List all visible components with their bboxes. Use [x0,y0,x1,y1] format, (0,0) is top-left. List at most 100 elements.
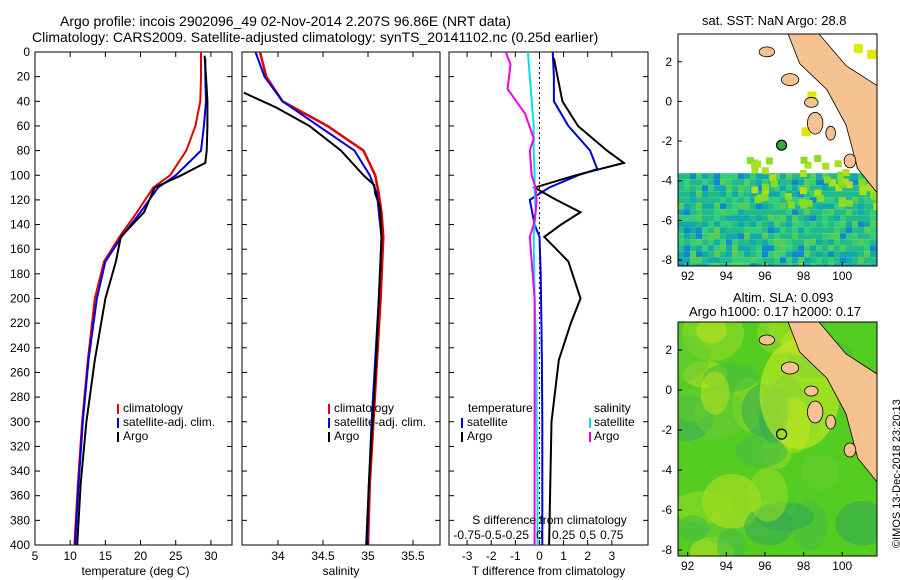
legend-label: Argo [594,429,620,443]
sst-cell [780,197,786,204]
sst-cell [750,221,756,228]
sst-cell [702,209,708,216]
sst-cell [678,221,684,228]
sst-cell [744,233,750,240]
sst-cell [708,209,714,216]
sst-cell [774,221,780,228]
sst-cell [678,245,684,252]
sst-cell [822,162,830,170]
map-x-tick-label: 96 [758,559,772,573]
sst-cell [780,203,786,210]
sst-cell [708,239,714,246]
sst-cell [816,215,822,222]
sst-cell [810,239,816,246]
sst-cell [780,251,786,258]
sst-cell [708,203,714,210]
sst-cell [810,197,816,204]
sst-cell [750,203,756,210]
depth-tick-label: 200 [10,292,30,306]
sst-cell [720,227,726,234]
sst-cell [690,251,696,258]
sst-cell [696,221,702,228]
sst-cell [792,191,798,198]
sst-cell [732,173,738,180]
sst-cell [780,209,786,216]
sst-cell [873,202,877,210]
sst-cell [720,185,726,192]
sst-cell [738,245,744,252]
diff-series-line-2 [532,58,627,546]
sst-cell [846,227,852,234]
sst-cell [792,233,798,240]
sst-cell [864,203,870,210]
sst-cell [864,245,870,252]
map-y-tick-label: -4 [661,463,672,477]
sst-cell [756,179,762,186]
sst-cell [792,185,798,192]
sst-cell [738,263,744,266]
sla-map-subtitle: Argo h1000: 0.17 h2000: 0.17 [689,304,862,319]
sst-cell [798,233,804,240]
sst-cell [834,221,840,228]
sla-map-title: Altim. SLA: 0.093 [733,290,834,305]
sst-cell [756,221,762,228]
map-x-tick-label: 92 [681,269,695,283]
sst-cell [858,215,864,222]
sst-cell [870,251,876,258]
sst-cell [799,187,807,195]
sst-cell [702,257,708,264]
sst-cell [816,245,822,252]
sst-cell [810,185,816,192]
sst-cell [798,257,804,264]
sst-cell [678,185,684,192]
sst-cell [684,233,690,240]
sst-cell [798,227,804,234]
sst-cell [690,227,696,234]
sst-cell [768,263,774,266]
sst-cell [828,179,836,187]
sla-map: 92 94 96 98 100 2 0 -2 -4 -6 -8 [661,321,878,573]
sst-cell [786,245,792,252]
sst-cell [684,173,690,180]
sst-cell [720,215,726,222]
sst-cell [834,215,840,222]
map-y-tick-label: 2 [665,343,672,357]
island [804,97,819,108]
sla-blob [700,371,730,415]
sst-cell [804,215,810,222]
sumatra-land [787,34,877,194]
sst-cell [714,203,720,210]
sst-cell [804,251,810,258]
sst-cell [858,178,866,186]
sst-cell [696,227,702,234]
sst-cell [738,197,744,204]
sst-cell [708,179,714,186]
legend-label: climatology [334,401,394,415]
sst-cell [744,215,750,222]
map-y-tick-label: -4 [661,174,672,188]
legend-label: satellite [594,415,635,429]
sst-cell [864,251,870,258]
island [843,442,857,458]
sst-cell [786,263,792,266]
sst-cell [756,215,762,222]
panel-frame [448,51,649,546]
sst-cell [834,227,840,234]
sst-cell [684,179,690,186]
sst-cell [738,179,744,186]
sst-cell [780,173,786,180]
sst-cell [714,245,720,252]
sst-cell [684,221,690,228]
map-y-tick-label: -6 [661,503,672,517]
map-y-tick-label: -6 [661,213,672,227]
island [807,111,824,135]
sst-cell [780,215,786,222]
sst-cell [834,203,840,210]
sst-cell [798,263,804,266]
sst-cell [822,263,828,266]
sst-cell [744,257,750,264]
sst-cell [756,239,762,246]
sst-cell [810,173,816,180]
sst-cell [864,257,870,264]
sst-cell [732,227,738,234]
